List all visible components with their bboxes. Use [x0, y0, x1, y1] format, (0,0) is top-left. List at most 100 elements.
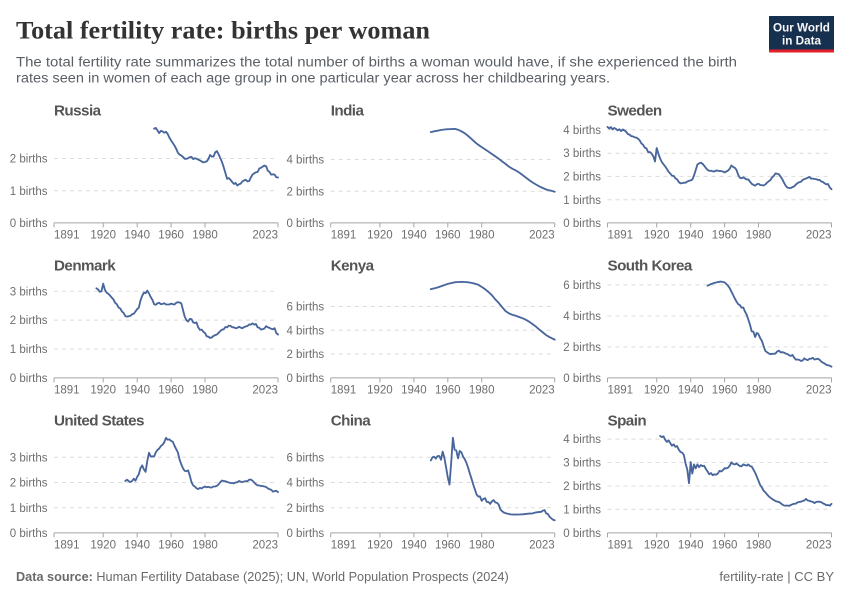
svg-text:1980: 1980 — [192, 385, 218, 397]
svg-text:0 births: 0 births — [286, 373, 324, 385]
svg-text:1960: 1960 — [435, 230, 461, 242]
svg-text:1891: 1891 — [331, 385, 357, 397]
svg-text:1891: 1891 — [331, 540, 357, 552]
svg-text:1920: 1920 — [644, 540, 670, 552]
svg-text:Kenya: Kenya — [331, 258, 375, 275]
svg-text:3 births: 3 births — [10, 452, 48, 464]
svg-text:1960: 1960 — [712, 385, 738, 397]
svg-text:2023: 2023 — [806, 385, 832, 397]
svg-text:2 births: 2 births — [286, 503, 324, 515]
svg-text:1940: 1940 — [678, 385, 704, 397]
svg-text:Spain: Spain — [608, 413, 647, 430]
svg-text:2023: 2023 — [806, 230, 832, 242]
svg-text:1920: 1920 — [367, 230, 393, 242]
svg-text:3 births: 3 births — [563, 148, 601, 160]
svg-text:1940: 1940 — [678, 230, 704, 242]
svg-text:0 births: 0 births — [10, 218, 48, 230]
svg-text:1940: 1940 — [401, 540, 427, 552]
svg-text:1940: 1940 — [124, 385, 150, 397]
svg-text:2023: 2023 — [806, 540, 832, 552]
svg-text:2 births: 2 births — [563, 172, 601, 184]
svg-text:South Korea: South Korea — [608, 258, 693, 275]
svg-text:6 births: 6 births — [286, 302, 324, 314]
svg-text:Our World: Our World — [773, 21, 830, 34]
svg-text:1980: 1980 — [192, 230, 218, 242]
svg-text:2 births: 2 births — [286, 186, 324, 198]
svg-text:0 births: 0 births — [10, 528, 48, 540]
svg-text:0 births: 0 births — [563, 373, 601, 385]
svg-text:1940: 1940 — [124, 540, 150, 552]
svg-text:Total fertility rate: births p: Total fertility rate: births per woman — [16, 16, 430, 45]
svg-text:1891: 1891 — [54, 385, 80, 397]
svg-text:in Data: in Data — [782, 34, 821, 47]
svg-text:2 births: 2 births — [10, 478, 48, 490]
svg-text:1891: 1891 — [608, 385, 634, 397]
svg-text:rates seen in women of each ag: rates seen in women of each age group in… — [16, 70, 610, 85]
svg-text:1891: 1891 — [54, 230, 80, 242]
svg-text:4 births: 4 births — [286, 155, 324, 167]
svg-text:2 births: 2 births — [563, 481, 601, 493]
svg-text:1960: 1960 — [158, 230, 184, 242]
svg-text:1920: 1920 — [367, 540, 393, 552]
svg-text:1920: 1920 — [644, 385, 670, 397]
svg-text:3 births: 3 births — [10, 286, 48, 298]
svg-text:2023: 2023 — [252, 385, 278, 397]
svg-text:1 births: 1 births — [563, 505, 601, 517]
svg-text:2023: 2023 — [252, 540, 278, 552]
svg-text:6 births: 6 births — [286, 452, 324, 464]
svg-text:Russia: Russia — [54, 103, 102, 120]
svg-text:1920: 1920 — [644, 230, 670, 242]
svg-text:6 births: 6 births — [563, 280, 601, 292]
svg-text:1891: 1891 — [331, 230, 357, 242]
svg-text:1960: 1960 — [712, 230, 738, 242]
svg-text:2023: 2023 — [529, 230, 555, 242]
svg-text:1960: 1960 — [158, 385, 184, 397]
svg-text:Data source: Human Fertility D: Data source: Human Fertility Database (2… — [16, 570, 509, 584]
svg-text:4 births: 4 births — [563, 311, 601, 323]
svg-text:2 births: 2 births — [10, 154, 48, 166]
svg-text:1960: 1960 — [435, 385, 461, 397]
svg-text:1980: 1980 — [469, 230, 495, 242]
svg-text:4 births: 4 births — [563, 434, 601, 446]
svg-text:2023: 2023 — [529, 540, 555, 552]
svg-text:1960: 1960 — [712, 540, 738, 552]
svg-text:China: China — [331, 413, 372, 430]
svg-text:4 births: 4 births — [563, 125, 601, 137]
svg-text:2 births: 2 births — [286, 349, 324, 361]
svg-text:1891: 1891 — [608, 540, 634, 552]
svg-text:India: India — [331, 103, 365, 120]
svg-text:1 births: 1 births — [563, 195, 601, 207]
svg-text:1920: 1920 — [90, 385, 116, 397]
svg-text:Denmark: Denmark — [54, 258, 116, 275]
svg-text:The total fertility rate summa: The total fertility rate summarizes the … — [16, 55, 737, 70]
svg-text:1980: 1980 — [469, 385, 495, 397]
svg-text:0 births: 0 births — [10, 373, 48, 385]
svg-text:1960: 1960 — [435, 540, 461, 552]
svg-text:0 births: 0 births — [563, 218, 601, 230]
svg-text:1980: 1980 — [746, 230, 772, 242]
svg-text:4 births: 4 births — [286, 478, 324, 490]
svg-text:1940: 1940 — [678, 540, 704, 552]
svg-text:Sweden: Sweden — [608, 103, 662, 120]
svg-text:1891: 1891 — [54, 540, 80, 552]
svg-text:1960: 1960 — [158, 540, 184, 552]
svg-text:1 births: 1 births — [10, 186, 48, 198]
svg-text:United States: United States — [54, 413, 144, 430]
svg-text:1920: 1920 — [90, 540, 116, 552]
svg-text:0 births: 0 births — [286, 528, 324, 540]
svg-text:4 births: 4 births — [286, 325, 324, 337]
svg-text:1920: 1920 — [90, 230, 116, 242]
svg-text:1980: 1980 — [746, 385, 772, 397]
svg-text:1940: 1940 — [124, 230, 150, 242]
svg-text:3 births: 3 births — [563, 458, 601, 470]
svg-text:0 births: 0 births — [563, 528, 601, 540]
svg-text:0 births: 0 births — [286, 218, 324, 230]
svg-text:2023: 2023 — [529, 385, 555, 397]
svg-text:2 births: 2 births — [10, 315, 48, 327]
svg-text:2 births: 2 births — [563, 342, 601, 354]
svg-text:1940: 1940 — [401, 230, 427, 242]
svg-text:1920: 1920 — [367, 385, 393, 397]
svg-text:fertility-rate | CC BY: fertility-rate | CC BY — [719, 569, 834, 584]
svg-text:1980: 1980 — [746, 540, 772, 552]
svg-text:1980: 1980 — [469, 540, 495, 552]
